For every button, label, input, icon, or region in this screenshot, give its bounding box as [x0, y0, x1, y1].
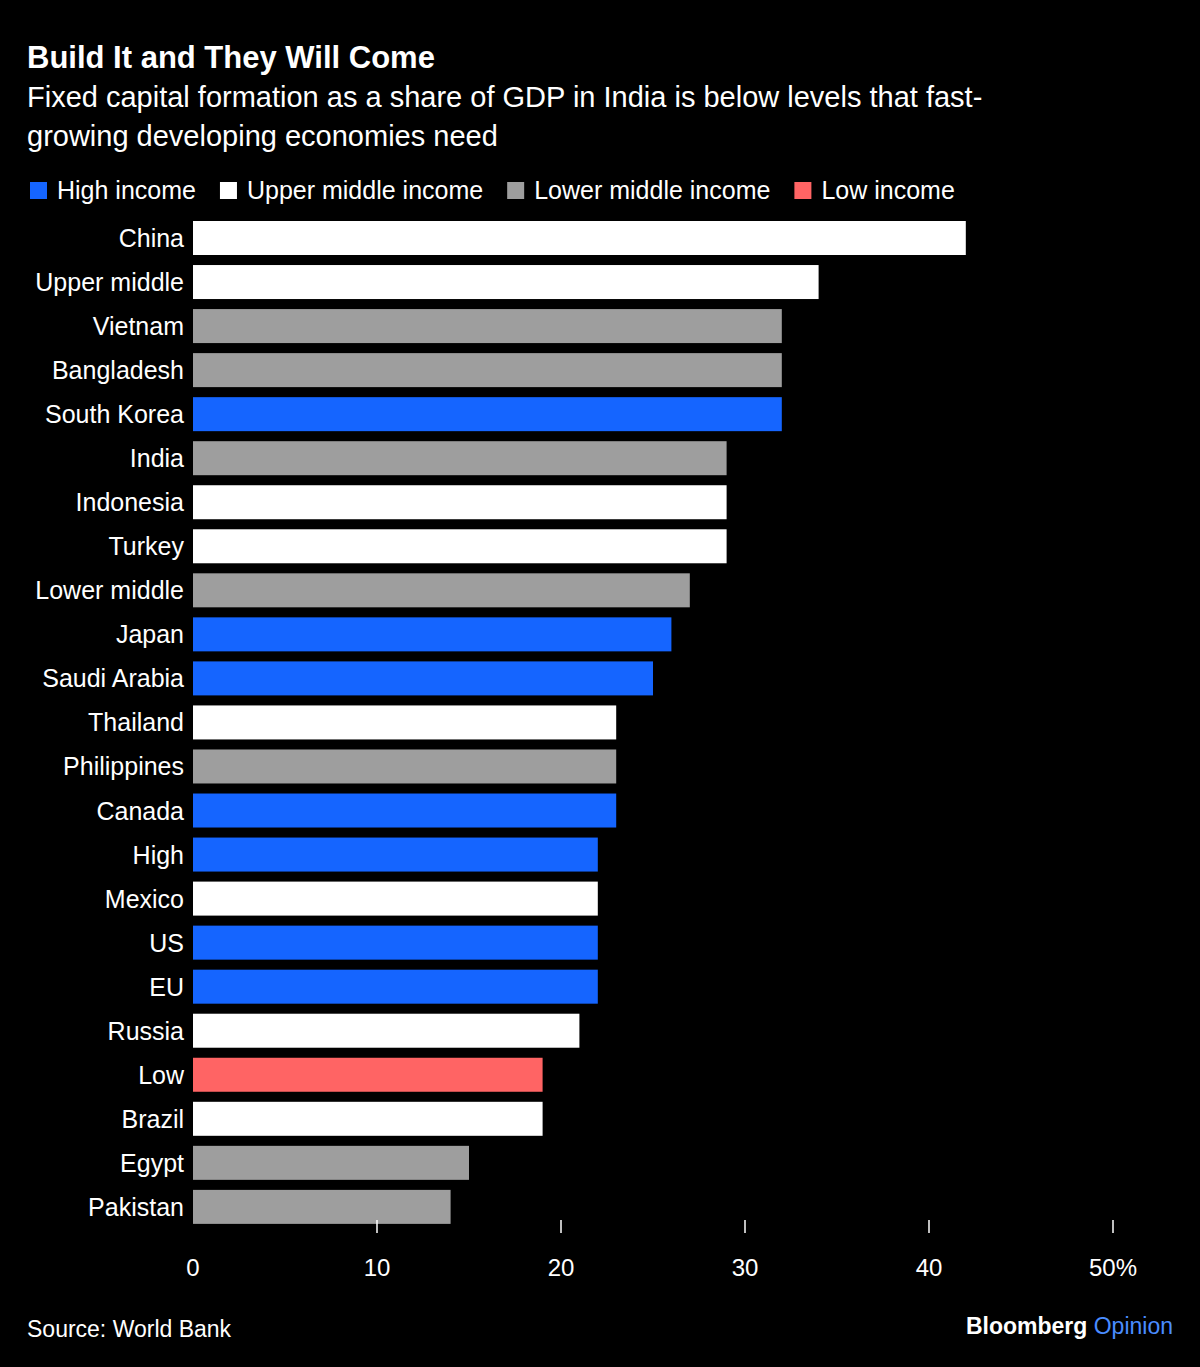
tick-mark [744, 1220, 746, 1233]
category-label: Russia [108, 1017, 185, 1045]
bar [193, 617, 671, 651]
tick-label: 10 [364, 1254, 391, 1281]
brand: Bloomberg Opinion [966, 1313, 1173, 1339]
category-label: Philippines [63, 752, 184, 780]
legend-swatch [220, 182, 237, 199]
tick-label: 20 [548, 1254, 575, 1281]
bar [193, 529, 727, 563]
bar [193, 705, 616, 739]
legend-label: High income [57, 176, 196, 204]
brand-suffix: Opinion [1094, 1313, 1173, 1339]
bar [193, 265, 819, 299]
bar [193, 661, 653, 695]
bar [193, 573, 690, 607]
brand-name: Bloomberg [966, 1313, 1094, 1339]
category-label: China [119, 224, 184, 252]
bar [193, 1190, 451, 1224]
category-label: Canada [96, 797, 184, 825]
category-label: Thailand [88, 708, 184, 736]
legend-label: Low income [821, 176, 954, 204]
category-label: Low [138, 1061, 185, 1089]
category-label: Bangladesh [52, 356, 184, 384]
bar [193, 926, 598, 960]
legend: High income Upper middle income Lower midd… [30, 176, 955, 204]
bar [193, 882, 598, 916]
legend-label: Lower middle income [534, 176, 770, 204]
bar [193, 794, 616, 828]
category-label: Egypt [120, 1149, 184, 1177]
legend-label: Upper middle income [247, 176, 483, 204]
subtitle: growing developing economies need [27, 120, 498, 152]
category-labels: China Upper middle Vietnam Bangladesh South … [35, 224, 185, 1221]
bar [193, 838, 598, 872]
category-label: EU [149, 973, 184, 1001]
bar [193, 441, 727, 475]
background [0, 0, 1200, 1367]
category-label: Vietnam [93, 312, 184, 340]
category-label: Saudi Arabia [42, 664, 184, 692]
bar [193, 970, 598, 1004]
title: Build It and They Will Come [27, 40, 435, 75]
category-label: Brazil [121, 1105, 184, 1133]
category-label: US [149, 929, 184, 957]
category-label: Turkey [109, 532, 185, 560]
category-label: High [133, 841, 184, 869]
bars [193, 221, 966, 1224]
source: Source: World Bank [27, 1316, 232, 1342]
tick-mark [560, 1220, 562, 1233]
bar [193, 749, 616, 783]
bar [193, 1102, 543, 1136]
category-label: South Korea [45, 400, 184, 428]
category-label: Lower middle [35, 576, 184, 604]
category-label: India [130, 444, 184, 472]
bar [193, 397, 782, 431]
chart: Build It and They Will Come Fixed capital… [0, 0, 1200, 1367]
tick-mark [376, 1220, 378, 1233]
bar [193, 485, 727, 519]
category-label: Upper middle [35, 268, 184, 296]
bar [193, 353, 782, 387]
category-label: Mexico [105, 885, 184, 913]
bar [193, 309, 782, 343]
tick-mark [1112, 1220, 1114, 1233]
bar [193, 221, 966, 255]
tick-label: 50% [1089, 1254, 1137, 1281]
legend-swatch [30, 182, 47, 199]
tick-label: 30 [732, 1254, 759, 1281]
x-axis: 0 10 20 30 40 50% [186, 1220, 1137, 1281]
legend-swatch [794, 182, 811, 199]
tick-mark [928, 1220, 930, 1233]
subtitle: Fixed capital formation as a share of GD… [27, 81, 982, 113]
bar [193, 1014, 579, 1048]
category-label: Japan [116, 620, 184, 648]
legend-swatch [507, 182, 524, 199]
category-label: Pakistan [88, 1193, 184, 1221]
tick-label: 40 [916, 1254, 943, 1281]
bar [193, 1058, 543, 1092]
bar [193, 1146, 469, 1180]
tick-label: 0 [186, 1254, 199, 1281]
category-label: Indonesia [76, 488, 185, 516]
